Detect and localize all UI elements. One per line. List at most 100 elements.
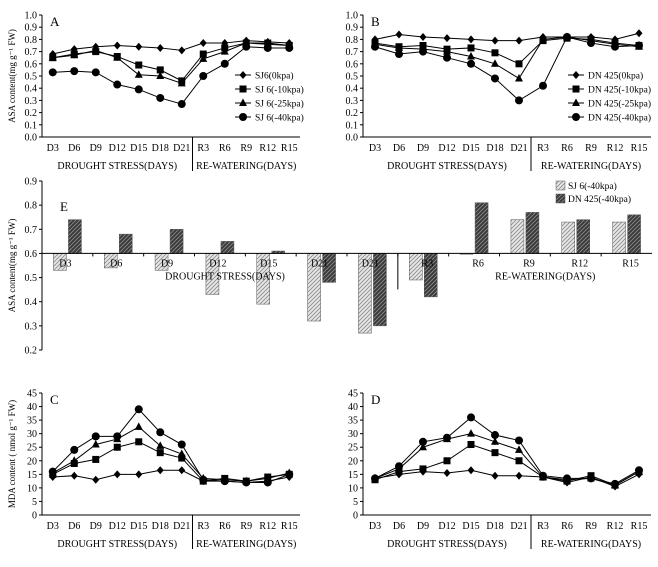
panel-c-series-3-point [242, 478, 251, 487]
panel-b-legend-label: DN 425(-10kpa) [588, 85, 651, 96]
panel-c-letter: C [50, 392, 59, 407]
panel-c-ytick-label: 25 [27, 443, 37, 454]
panel-e-series-0-bar [409, 253, 423, 281]
panel-b-series-2-point [539, 34, 547, 43]
panel-b-xtick-label: D21 [510, 143, 527, 154]
panel-d-series-1-point [491, 449, 499, 457]
panel-a-legend-label: SJ6(0kpa) [255, 71, 294, 82]
panel-c-ylabel: MDA content ( nmol g⁻¹ FW) [7, 400, 17, 508]
panel-c-series-0-point [135, 470, 143, 479]
panel-a-series-3-point [91, 68, 100, 77]
panel-d-series-1-line [374, 443, 640, 486]
panel-a-xtick-label: D15 [130, 143, 147, 154]
panel-b-series-0-point [515, 36, 523, 45]
panel-a-ytick-label: 0.5 [25, 72, 38, 83]
panel-b-ytick-label: 0.7 [346, 47, 359, 58]
panel-b-series-3-point [371, 42, 379, 51]
panel-d-xtick-label: D3 [369, 521, 381, 532]
panel-c-xtick-label: D12 [109, 521, 126, 532]
panel-c-series-0-point [92, 475, 100, 484]
panel-a-series-0-point [178, 46, 186, 55]
panel-a-series-3-point [134, 85, 143, 94]
panel-e-xtick-label: D15 [260, 258, 277, 269]
panel-b-series-2-point [443, 47, 451, 55]
panel-d-series-3-point [611, 479, 619, 488]
panel-e-ytick-label: 0.2 [25, 346, 38, 357]
panel-e-series-1-bar [525, 212, 540, 254]
panel-e-legend-label: DN 425(-40kpa) [568, 194, 631, 205]
panel-b-series-3-point [491, 74, 499, 83]
panel-b-ytick-label: 0.3 [346, 96, 359, 107]
panel-c-ytick-label: 40 [27, 402, 37, 413]
panel-d-series-2-point [467, 429, 475, 437]
panel-a-xtick-label: D9 [90, 143, 102, 154]
panel-a-series-3-point [199, 72, 208, 80]
panel-b-xtick-label: R9 [585, 143, 597, 154]
panel-d-series-3-point [635, 466, 643, 475]
panel-d-xtick-label: D6 [393, 521, 405, 532]
panel-b-letter: B [371, 14, 380, 29]
panel-a-legend-label: SJ 6(-40kpa) [255, 113, 304, 124]
panel-a-ytick-label: 0.0 [25, 133, 38, 144]
panel-b-ytick-label: 0.4 [346, 84, 359, 95]
panel-d-series-3-point [587, 474, 595, 483]
panel-e-series-1-bar [627, 214, 641, 254]
panel-a-series-2-point [177, 78, 186, 87]
panel-a-series-1-point [199, 50, 207, 58]
panel-a-ylabel: ASA content(mg g⁻¹ FW) [7, 29, 17, 123]
panel-c-ytick-label: 5 [32, 497, 37, 508]
panel-a-group-label-rewatering: RE-WATERING(DAYS) [196, 161, 296, 172]
panel-c-xtick-label: R12 [259, 521, 276, 532]
panel-d-series-0-point [515, 471, 523, 480]
panel-c-xtick-label: D9 [90, 521, 102, 532]
panel-b-legend-label: DN 425(-25kpa) [588, 99, 651, 110]
panel-a-ytick-label: 0.8 [25, 35, 38, 46]
panel-c-group-label-drought: DROUGHT STRESS(DAYS) [57, 539, 177, 550]
panel-b-group-label-rewatering: RE-WATERING(DAYS) [541, 161, 641, 172]
panel-b-legend-marker [572, 98, 580, 106]
panel-a-xtick-label: D3 [47, 143, 59, 154]
panel-a-legend-marker [239, 113, 247, 121]
panel-d-series-3-point [539, 471, 547, 480]
panel-c-xtick-label: D3 [47, 521, 59, 532]
panel-c-series-1-point [92, 455, 100, 463]
panel-b-series-0-point [419, 32, 427, 41]
panel-b-legend-marker [572, 85, 580, 93]
panel-c-series-3-point [91, 432, 100, 441]
panel-e-legend-swatch-1 [555, 193, 566, 204]
panel-b-ytick-label: 0.1 [346, 120, 359, 131]
panel-b-series-2-point [515, 73, 523, 82]
panel-c-xtick-label: R6 [219, 521, 231, 532]
panel-c-xtick-label: R9 [240, 521, 252, 532]
panel-d-series-3-point [515, 436, 523, 445]
panel-c-series-0-point [70, 471, 78, 480]
panel-b-series-2-point [491, 59, 499, 67]
panel-b-series-3-point [419, 47, 427, 56]
panel-b-series-1-line [374, 37, 640, 65]
panel-b-legend-marker [572, 113, 580, 121]
panel-a-series-2-point [134, 70, 143, 78]
panel-e-legend-swatch-0 [555, 180, 566, 191]
panel-a-xtick-label: R3 [197, 143, 209, 154]
panel-a-series-3-point [70, 67, 79, 76]
panel-c-ytick-label: 0 [32, 511, 37, 522]
panel-d-xtick-label: D15 [462, 521, 479, 532]
panel-d-series-3-point [419, 437, 427, 446]
panel-e-xtick-label: D6 [110, 258, 122, 269]
panel-a-series-3-point [285, 43, 294, 52]
panel-d-series-3-point [371, 474, 379, 483]
panel-b-ytick-label: 0.8 [346, 35, 359, 46]
panel-a-xtick-label: D6 [68, 143, 80, 154]
panel-e-ytick-label: 0.7 [25, 225, 38, 236]
panel-b-series-0-point [635, 29, 643, 38]
panel-e-xtick-label: D21 [311, 258, 328, 269]
panel-d-xtick-label: R3 [537, 521, 549, 532]
panel-a-series-3-point [48, 68, 57, 77]
panel-a-xtick-label: D12 [109, 143, 126, 154]
panel-b-xtick-label: D3 [369, 143, 381, 154]
panel-b-series-2-line [374, 36, 640, 80]
panel-d-xtick-label: R6 [561, 521, 573, 532]
panel-a-legend-label: SJ 6(-10kpa) [255, 85, 304, 96]
panel-b-series-0-point [491, 36, 499, 45]
panel-b-series-3-point [539, 81, 547, 90]
